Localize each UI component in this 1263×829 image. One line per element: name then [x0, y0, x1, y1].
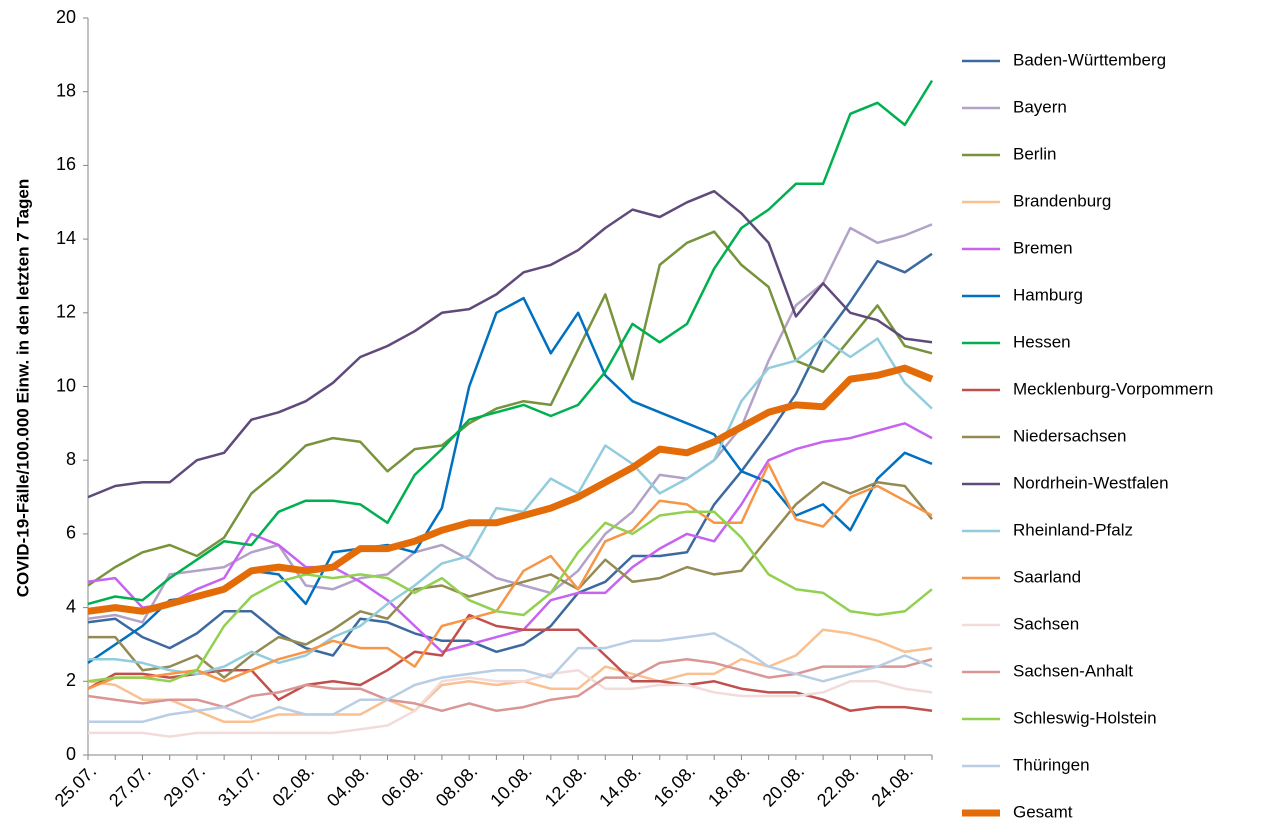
series-line	[87, 252, 933, 657]
legend-label: Mecklenburg-Vorpommern	[1013, 379, 1213, 398]
x-tick-label: 02.08.	[268, 761, 318, 811]
x-tick-label: 14.08.	[595, 761, 645, 811]
legend-label: Gesamt	[1013, 802, 1073, 821]
series-line	[87, 628, 933, 724]
x-tick-label: 12.08.	[541, 761, 591, 811]
legend-label: Berlin	[1013, 144, 1056, 163]
x-tick-label: 25.07.	[51, 761, 101, 811]
y-tick-label: 8	[66, 449, 76, 469]
legend-label: Bremen	[1013, 238, 1073, 257]
legend-label: Baden-Württemberg	[1013, 50, 1166, 69]
legend-label: Schleswig-Holstein	[1013, 708, 1157, 727]
legend-label: Rheinland-Pfalz	[1013, 520, 1133, 539]
series-line	[87, 613, 933, 713]
legend-label: Bayern	[1013, 97, 1067, 116]
x-tick-label: 27.07.	[105, 761, 155, 811]
y-axis-label: COVID-19-Fälle/100.000 Einw. in den letz…	[13, 179, 32, 598]
y-tick-label: 16	[56, 154, 76, 174]
x-tick-label: 20.08.	[759, 761, 809, 811]
series-line	[87, 223, 933, 624]
x-tick-label: 04.08.	[323, 761, 373, 811]
legend-label: Saarland	[1013, 567, 1081, 586]
series-line	[88, 337, 933, 676]
y-tick-label: 6	[66, 523, 76, 543]
series-line	[88, 668, 933, 738]
y-tick-label: 10	[56, 375, 76, 395]
x-tick-label: 18.08.	[704, 761, 754, 811]
series-line	[87, 462, 933, 690]
x-tick-label: 10.08.	[486, 761, 536, 811]
x-tick-label: 06.08.	[377, 761, 427, 811]
y-tick-label: 0	[66, 744, 76, 764]
y-tick-label: 12	[56, 302, 76, 322]
legend-label: Niedersachsen	[1013, 426, 1126, 445]
x-tick-label: 29.07.	[160, 761, 210, 811]
legend-label: Sachsen-Anhalt	[1013, 661, 1133, 680]
series-line	[88, 632, 933, 724]
legend-label: Hessen	[1013, 332, 1071, 351]
legend-label: Brandenburg	[1013, 191, 1111, 210]
series-line	[87, 189, 933, 499]
x-tick-label: 31.07.	[214, 761, 264, 811]
legend-label: Hamburg	[1013, 285, 1083, 304]
y-tick-label: 20	[56, 7, 76, 27]
x-tick-label: 24.08.	[867, 761, 917, 811]
series-line	[87, 230, 933, 587]
y-tick-label: 14	[56, 228, 76, 248]
x-tick-label: 22.08.	[813, 761, 863, 811]
y-tick-label: 4	[66, 596, 76, 616]
x-tick-label: 16.08.	[650, 761, 700, 811]
series-line	[87, 364, 934, 615]
legend-label: Thüringen	[1013, 755, 1090, 774]
y-tick-label: 2	[66, 670, 76, 690]
series-line	[87, 79, 934, 606]
series-line	[87, 510, 933, 683]
y-tick-label: 18	[56, 80, 76, 100]
legend-label: Nordrhein-Westfalen	[1013, 473, 1169, 492]
x-tick-label: 08.08.	[432, 761, 482, 811]
series-line	[87, 422, 933, 654]
legend-label: Sachsen	[1013, 614, 1079, 633]
series-line	[87, 657, 933, 713]
